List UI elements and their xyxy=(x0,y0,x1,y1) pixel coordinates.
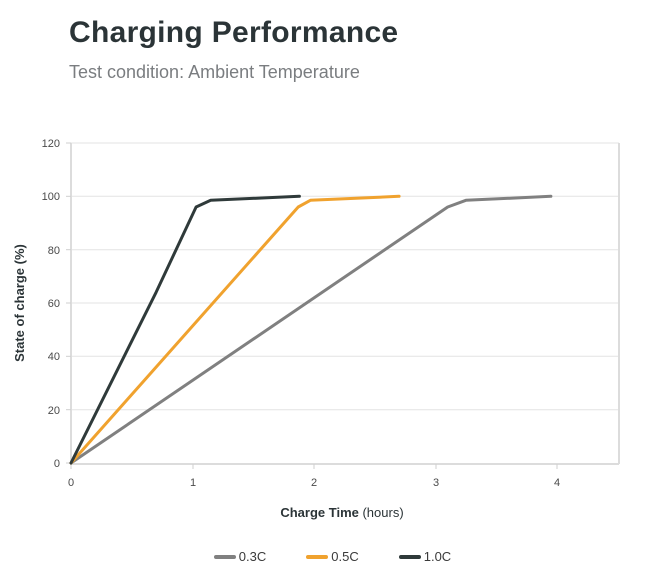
x-tick-labels: 0 1 2 3 4 xyxy=(68,477,560,489)
legend-swatch-icon xyxy=(398,554,421,559)
tick-marks xyxy=(66,142,558,469)
legend-item-0-3c[interactable]: 0.3C xyxy=(213,549,267,564)
series-line-1-0c xyxy=(69,194,301,465)
chart-subtitle: Test condition: Ambient Temperature xyxy=(69,62,360,82)
series-line-0-5c xyxy=(69,194,401,465)
chart-title: Charging Performance xyxy=(69,16,399,49)
y-tick-labels: 120 100 80 60 40 20 0 xyxy=(42,138,60,470)
y-tick: 100 xyxy=(42,191,60,203)
legend-swatch-icon xyxy=(213,554,236,559)
x-tick: 4 xyxy=(554,477,560,489)
series-lines xyxy=(69,194,553,465)
series-line-0-3c xyxy=(69,194,553,465)
legend: 0.3C 0.5C 1.0C xyxy=(0,549,665,564)
y-axis-label: State of charge (%) xyxy=(12,244,27,362)
x-tick: 1 xyxy=(190,477,196,489)
legend-swatch-icon xyxy=(306,554,329,559)
legend-label: 0.5C xyxy=(331,549,359,564)
x-tick: 3 xyxy=(433,477,439,489)
y-tick: 120 xyxy=(42,138,60,150)
legend-item-1-0c[interactable]: 1.0C xyxy=(398,549,452,564)
y-tick: 60 xyxy=(48,298,60,310)
y-tick: 0 xyxy=(54,458,60,470)
legend-label: 0.3C xyxy=(238,549,267,564)
legend-label: 1.0C xyxy=(423,549,452,564)
x-axis-label: Charge Time (hours) xyxy=(280,505,403,520)
legend-item-0-5c[interactable]: 0.5C xyxy=(306,549,359,564)
x-tick: 2 xyxy=(311,477,317,489)
x-axis-label-unit: (hours) xyxy=(359,505,404,520)
x-tick: 0 xyxy=(68,477,74,489)
y-tick: 80 xyxy=(48,245,60,257)
y-tick: 40 xyxy=(48,351,60,363)
y-tick: 20 xyxy=(48,405,60,417)
x-axis-label-main: Charge Time xyxy=(280,505,359,520)
